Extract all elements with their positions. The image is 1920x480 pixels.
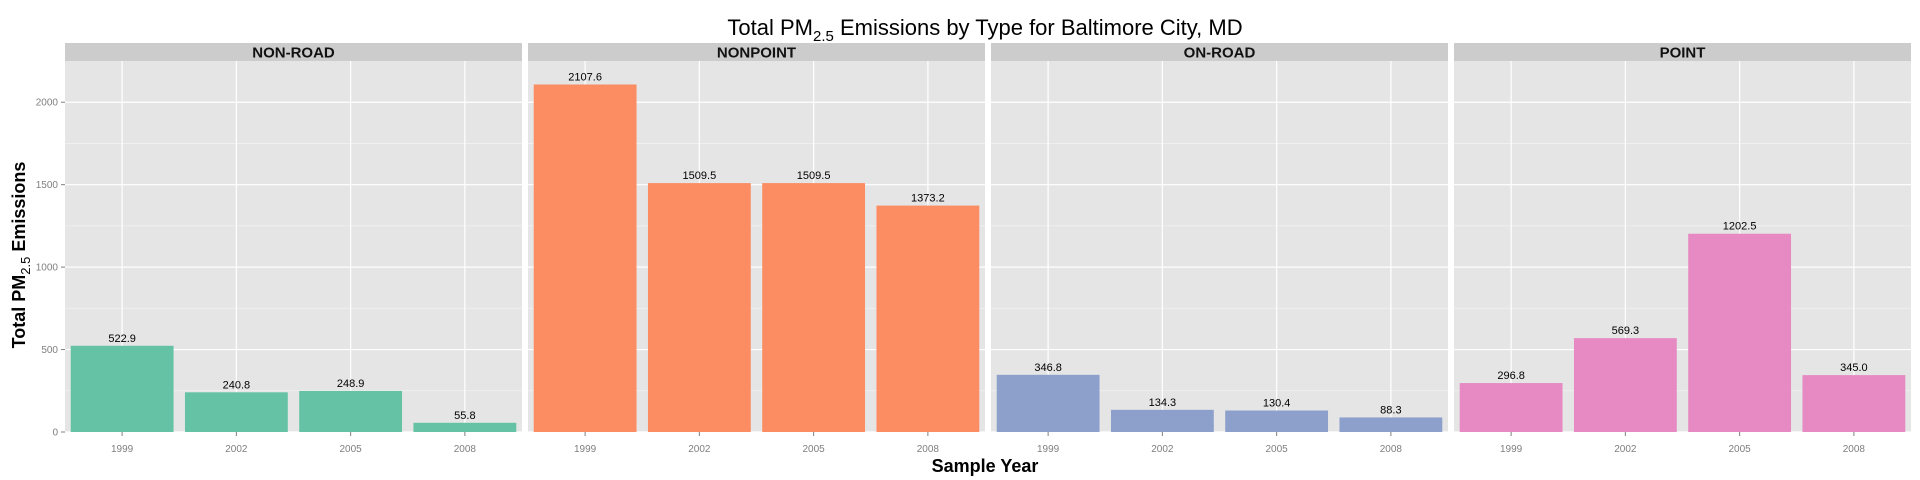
x-tick-label: 2002 [1614,444,1637,455]
y-tick-label: 500 [41,345,58,356]
panel-background [1454,61,1911,432]
x-axis-title: Sample Year [932,456,1039,476]
x-tick-label: 2008 [454,444,477,455]
x-tick-label: 1999 [111,444,134,455]
bar [876,205,980,432]
panel-strip [528,43,985,61]
bar [1339,417,1443,432]
chart-title: Total PM2.5 Emissions by Type for Baltim… [727,15,1242,45]
x-tick-label: 1999 [574,444,597,455]
x-tick-label: 2002 [1151,444,1174,455]
plot-area: 0 500 1000 1500 2000 NON-ROAD 522.9 240.8 248.9 5… [36,43,1911,455]
y-axis-title-prefix: Total PM [9,275,29,349]
y-axis-title: Total PM2.5 Emissions [9,162,33,349]
bar-value-label: 240.8 [223,379,251,391]
bar [184,392,288,432]
bar-value-label: 1509.5 [797,170,831,182]
bar-value-label: 1509.5 [683,170,717,182]
chart-title-prefix: Total PM [727,15,813,40]
x-tick-label: 2008 [917,444,940,455]
bar [1225,410,1329,432]
x-tick-label: 2008 [1843,444,1866,455]
bar-value-label: 1373.2 [911,193,945,205]
bar-value-label: 522.9 [108,333,136,345]
y-tick-label: 2000 [36,98,59,109]
panel-on-road: ON-ROAD 346.8 134.3 130.4 88.3 1999 2002 2005 20… [991,43,1448,455]
chart-title-suffix: Emissions by Type for Baltimore City, MD [834,15,1243,40]
bar-value-label: 345.0 [1840,362,1868,374]
panel-strip-label: ON-ROAD [1184,45,1256,62]
x-tick-label: 2002 [688,444,711,455]
panel-strip [1454,43,1911,61]
bar-value-label: 296.8 [1497,370,1525,382]
bar-value-label: 248.9 [337,378,365,390]
bar-value-label: 2107.6 [568,71,602,83]
bar-value-label: 130.4 [1263,397,1291,409]
y-axis-title-subscript: 2.5 [18,257,33,275]
bar [1573,338,1677,432]
x-tick-label: 2005 [340,444,363,455]
bar [1688,233,1792,432]
bar-value-label: 1202.5 [1723,221,1757,233]
bar-value-label: 569.3 [1612,325,1640,337]
bar [996,374,1100,432]
bar [70,345,174,432]
x-tick-label: 2005 [803,444,826,455]
bar [1110,409,1214,432]
x-tick-label: 2008 [1380,444,1403,455]
chart-title-subscript: 2.5 [813,28,834,45]
y-tick-label: 1500 [36,180,59,191]
bar-value-label: 55.8 [454,410,475,422]
panel-strip-label: NONPOINT [717,45,796,62]
x-tick-label: 1999 [1037,444,1060,455]
panel-strip-label: NON-ROAD [252,45,335,62]
panel-background [991,61,1448,432]
y-tick-label: 1000 [36,263,59,274]
x-tick-label: 1999 [1500,444,1523,455]
x-tick-label: 2005 [1266,444,1289,455]
bar [299,390,403,432]
panel-strip [991,43,1448,61]
bar [1802,375,1906,432]
x-tick-label: 2005 [1729,444,1752,455]
bar-value-label: 346.8 [1034,362,1062,374]
x-tick-label: 2002 [225,444,248,455]
bar [1459,383,1563,432]
bar [533,84,637,433]
y-tick-label: 0 [52,428,58,439]
panel-non-road: NON-ROAD 522.9 240.8 248.9 55.8 1999 2002 2005 2… [65,43,522,455]
bar-value-label: 134.3 [1149,397,1177,409]
bar [647,183,751,432]
bar-value-label: 88.3 [1380,404,1401,416]
panel-strip [65,43,522,61]
bar [762,183,866,432]
panel-strip-label: POINT [1660,45,1706,62]
panel-point: POINT 296.8 569.3 1202.5 345.0 1999 2002 2005 20… [1454,43,1911,455]
y-axis-title-suffix: Emissions [9,162,29,257]
bar [413,422,517,432]
panel-nonpoint: NONPOINT 2107.6 1509.5 1509.5 1373.2 1999 2002… [528,43,985,455]
